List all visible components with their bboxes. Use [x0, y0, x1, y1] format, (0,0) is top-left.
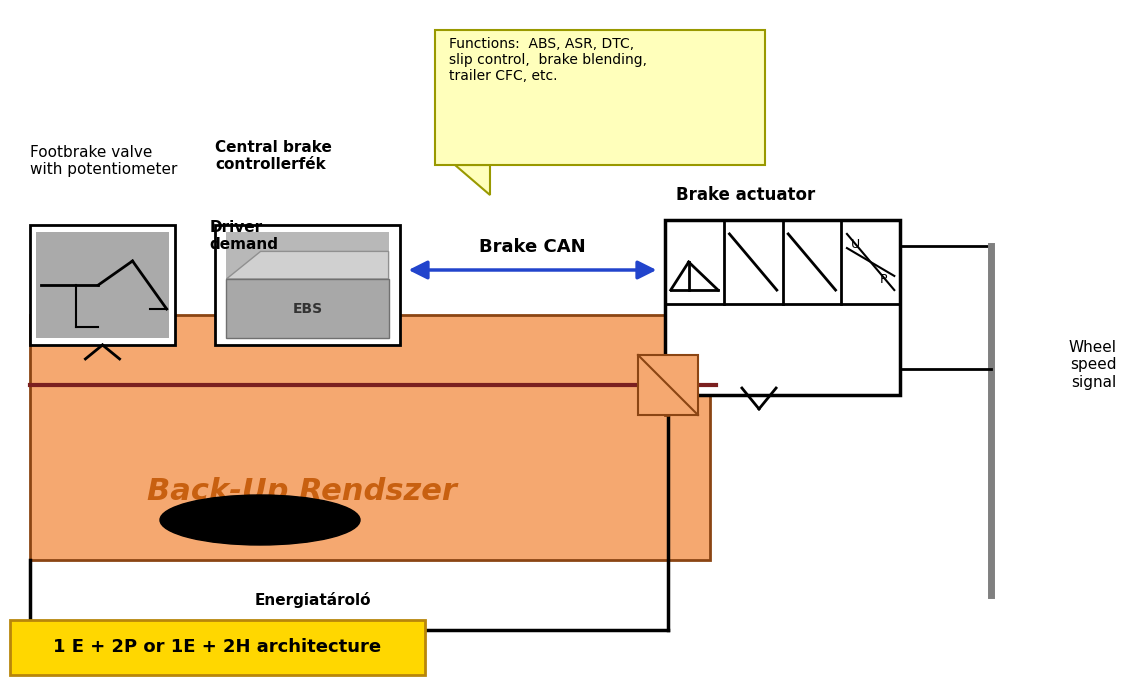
- Bar: [227, 232, 388, 338]
- Text: Central brake
controllerfék: Central brake controllerfék: [215, 140, 331, 172]
- Bar: [638, 355, 698, 415]
- Text: Brake actuator: Brake actuator: [677, 186, 816, 204]
- Text: Footbrake valve
with potentiometer: Footbrake valve with potentiometer: [30, 145, 178, 178]
- Ellipse shape: [159, 495, 360, 545]
- Text: EBS: EBS: [293, 302, 322, 316]
- Polygon shape: [227, 252, 388, 279]
- Bar: [35, 232, 170, 338]
- Text: Wheel
speed
signal: Wheel speed signal: [1068, 340, 1116, 390]
- Text: Energiatároló: Energiatároló: [255, 592, 371, 608]
- Text: P: P: [879, 273, 887, 286]
- Bar: [435, 30, 765, 165]
- Bar: [10, 620, 425, 675]
- Text: Driver
demand: Driver demand: [210, 220, 278, 252]
- Bar: [215, 225, 400, 345]
- Bar: [665, 220, 900, 395]
- Bar: [30, 315, 710, 560]
- Polygon shape: [454, 165, 490, 195]
- Text: U: U: [851, 238, 860, 251]
- Text: Back-Up Rendszer: Back-Up Rendszer: [147, 477, 457, 506]
- Text: Brake CAN: Brake CAN: [480, 238, 585, 256]
- Text: 1 E + 2P or 1E + 2H architecture: 1 E + 2P or 1E + 2H architecture: [54, 638, 382, 657]
- Bar: [30, 225, 175, 345]
- Polygon shape: [227, 279, 388, 338]
- Text: Functions:  ABS, ASR, DTC,
slip control,  brake blending,
trailer CFC, etc.: Functions: ABS, ASR, DTC, slip control, …: [449, 37, 647, 84]
